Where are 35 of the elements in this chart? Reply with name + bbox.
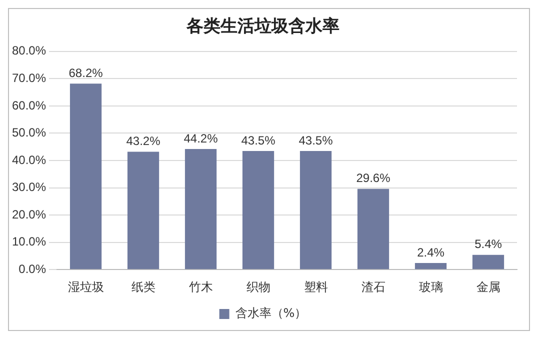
text: 5.4% <box>474 237 502 252</box>
y-tick-label: 20.0% <box>12 207 46 222</box>
y-tick-label: 80.0% <box>12 44 46 58</box>
y-tick-label: 40.0% <box>12 152 46 167</box>
y-tick-label: 50.0% <box>12 126 46 140</box>
text: 68.2% <box>68 66 103 80</box>
x-tick-label: 织物 <box>246 280 270 294</box>
bar <box>300 150 332 270</box>
text: 44.2% <box>184 131 218 146</box>
bar <box>414 263 447 270</box>
y-tick-label: 60.0% <box>12 98 46 112</box>
x-tick-label: 渣石 <box>361 280 386 294</box>
x-tick-label: 玻璃 <box>418 280 443 294</box>
y-tick-label: 70.0% <box>12 70 46 85</box>
y-tick-label: 10.0% <box>12 234 46 249</box>
bar <box>242 150 274 270</box>
bar <box>127 152 160 270</box>
y-tick-label: 0.0% <box>18 262 46 276</box>
bar <box>357 188 390 270</box>
bar <box>184 149 217 270</box>
bar <box>472 254 504 270</box>
bar <box>70 84 102 270</box>
chart-title: 各类生活垃圾含水率 <box>186 16 340 37</box>
x-tick-label: 塑料 <box>304 280 328 294</box>
x-tick-label: 纸类 <box>131 280 156 294</box>
text: 2.4% <box>417 245 444 260</box>
x-tick-label: 湿垃圾 <box>68 280 104 294</box>
text: 43.2% <box>126 134 160 148</box>
text: 43.5% <box>241 133 276 148</box>
legend-label: 含水率（%） <box>235 306 307 320</box>
x-tick-label: 金属 <box>476 280 500 294</box>
text: 43.5% <box>298 133 333 148</box>
y-tick-label: 30.0% <box>12 180 46 194</box>
x-tick-label: 竹木 <box>188 280 213 294</box>
text: 29.6% <box>356 171 390 186</box>
